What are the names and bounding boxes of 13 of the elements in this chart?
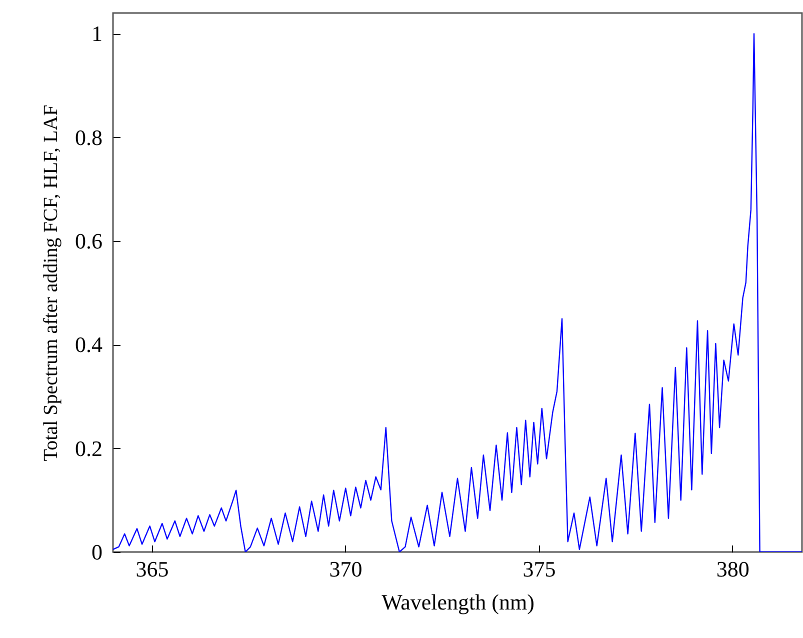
line-series xyxy=(113,33,802,552)
x-tick-label: 375 xyxy=(522,556,556,582)
y-tick-label: 1 xyxy=(92,21,102,46)
y-tick-label: 0.4 xyxy=(75,332,102,358)
x-axis-title: Wavelength (nm) xyxy=(382,590,534,614)
y-tick-label: 0.8 xyxy=(75,124,102,150)
y-tick-label: 0.2 xyxy=(75,436,102,461)
x-tick-label: 370 xyxy=(329,556,362,582)
y-tick-label: 0 xyxy=(92,540,102,564)
y-axis-title: Total Spectrum after adding FCF, HLF, LAF xyxy=(40,104,62,462)
x-tick-label: 365 xyxy=(136,556,169,582)
x-tick-label: 380 xyxy=(716,556,750,582)
y-tick-label: 0.6 xyxy=(75,228,102,254)
